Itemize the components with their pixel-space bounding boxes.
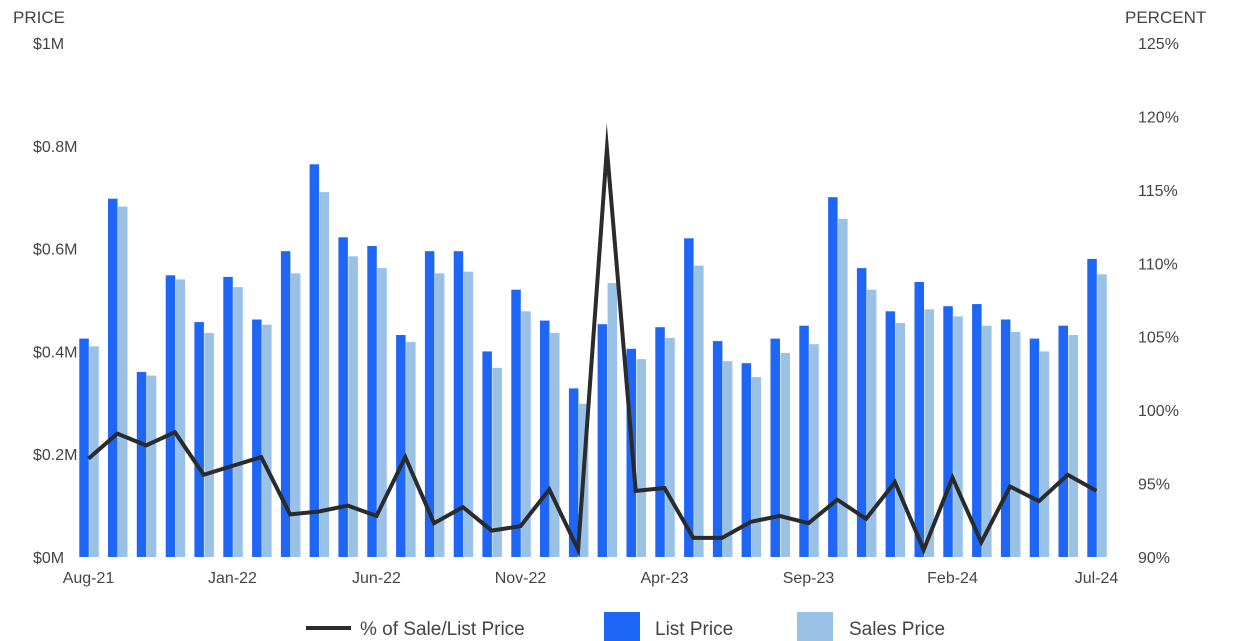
left-tick-label: $0.6M xyxy=(33,242,77,259)
bar-sales-price xyxy=(550,333,560,557)
bar-sales-price xyxy=(925,309,935,557)
bar-sales-price xyxy=(118,207,128,558)
right-tick-label: 125% xyxy=(1138,36,1179,53)
bar-list-price xyxy=(166,275,176,557)
x-tick-label: Feb-24 xyxy=(927,570,978,587)
legend: % of Sale/List Price List Price Sales Pric… xyxy=(306,612,945,641)
x-tick-label: Aug-21 xyxy=(63,570,115,587)
bar-list-price xyxy=(943,306,953,557)
bar-list-price xyxy=(771,339,781,557)
legend-label: List Price xyxy=(655,619,733,640)
bar-sales-price xyxy=(435,273,445,557)
legend-label: % of Sale/List Price xyxy=(360,619,525,640)
right-tick-label: 115% xyxy=(1138,183,1178,200)
bar-sales-price xyxy=(752,377,762,557)
bar-list-price xyxy=(886,311,896,557)
bar-sales-price xyxy=(262,325,272,557)
bar-sales-price xyxy=(147,376,157,557)
bar-list-price xyxy=(79,339,89,557)
bar-list-price xyxy=(598,324,608,557)
bar-sales-price xyxy=(809,344,819,557)
bar-list-price xyxy=(511,290,521,557)
bar-list-price xyxy=(713,341,723,557)
x-tick-label: Sep-23 xyxy=(783,570,835,587)
bar-sales-price xyxy=(406,342,416,557)
bar-list-price xyxy=(1001,320,1011,558)
bar-list-price xyxy=(655,327,665,557)
legend-label: Sales Price xyxy=(849,619,945,640)
bar-sales-price xyxy=(348,256,358,557)
left-tick-label: $0.2M xyxy=(33,447,77,464)
right-tick-label: 120% xyxy=(1138,109,1179,126)
right-tick-label: 95% xyxy=(1138,477,1170,494)
bar-list-price xyxy=(252,320,262,558)
left-axis-title: PRICE xyxy=(13,8,65,27)
legend-box-swatch xyxy=(797,612,833,641)
bar-sales-price xyxy=(320,192,330,557)
bar-sales-price xyxy=(694,266,704,557)
bar-list-price xyxy=(367,246,377,557)
bar-sales-price xyxy=(1069,335,1079,557)
x-tick-label: Apr-23 xyxy=(640,570,688,587)
bar-list-price xyxy=(108,199,118,557)
x-tick-label: Nov-22 xyxy=(495,570,547,587)
bar-list-price xyxy=(310,164,320,557)
bar-sales-price xyxy=(176,279,186,557)
x-tick-label: Jun-22 xyxy=(352,570,401,587)
right-tick-label: 100% xyxy=(1138,403,1179,420)
bar-sales-price xyxy=(204,333,214,557)
bar-list-price xyxy=(1087,259,1097,557)
bar-sales-price xyxy=(637,359,647,557)
left-tick-label: $0.4M xyxy=(33,344,77,361)
bar-list-price xyxy=(396,335,406,557)
legend-box-swatch xyxy=(604,612,640,641)
right-tick-label: 90% xyxy=(1138,550,1170,567)
x-tick-label: Jan-22 xyxy=(208,570,257,587)
bar-list-price xyxy=(1059,326,1069,557)
bar-sales-price xyxy=(1040,351,1050,557)
bar-list-price xyxy=(194,322,204,557)
right-tick-label: 110% xyxy=(1138,256,1178,273)
bar-list-price xyxy=(540,321,550,557)
bar-sales-price xyxy=(608,283,618,557)
bar-sales-price xyxy=(233,287,243,557)
bar-sales-price xyxy=(665,338,675,557)
left-tick-label: $0.8M xyxy=(33,139,77,156)
bar-list-price xyxy=(915,282,925,557)
bar-list-price xyxy=(137,372,147,557)
bar-list-price xyxy=(223,277,233,557)
right-axis-title: PERCENT xyxy=(1125,8,1206,27)
bar-sales-price xyxy=(1011,332,1021,557)
right-tick-label: 105% xyxy=(1138,330,1179,347)
bar-list-price xyxy=(684,238,694,557)
bar-sales-price xyxy=(723,361,733,557)
bar-sales-price xyxy=(953,316,963,557)
bar-list-price xyxy=(1030,339,1040,557)
bar-list-price xyxy=(972,304,982,557)
left-tick-label: $1M xyxy=(33,36,64,53)
bar-sales-price xyxy=(781,353,791,557)
bar-sales-price xyxy=(1097,274,1107,557)
bar-sales-price xyxy=(896,323,906,557)
x-tick-label: Jul-24 xyxy=(1075,570,1119,587)
left-tick-label: $0M xyxy=(33,550,64,567)
